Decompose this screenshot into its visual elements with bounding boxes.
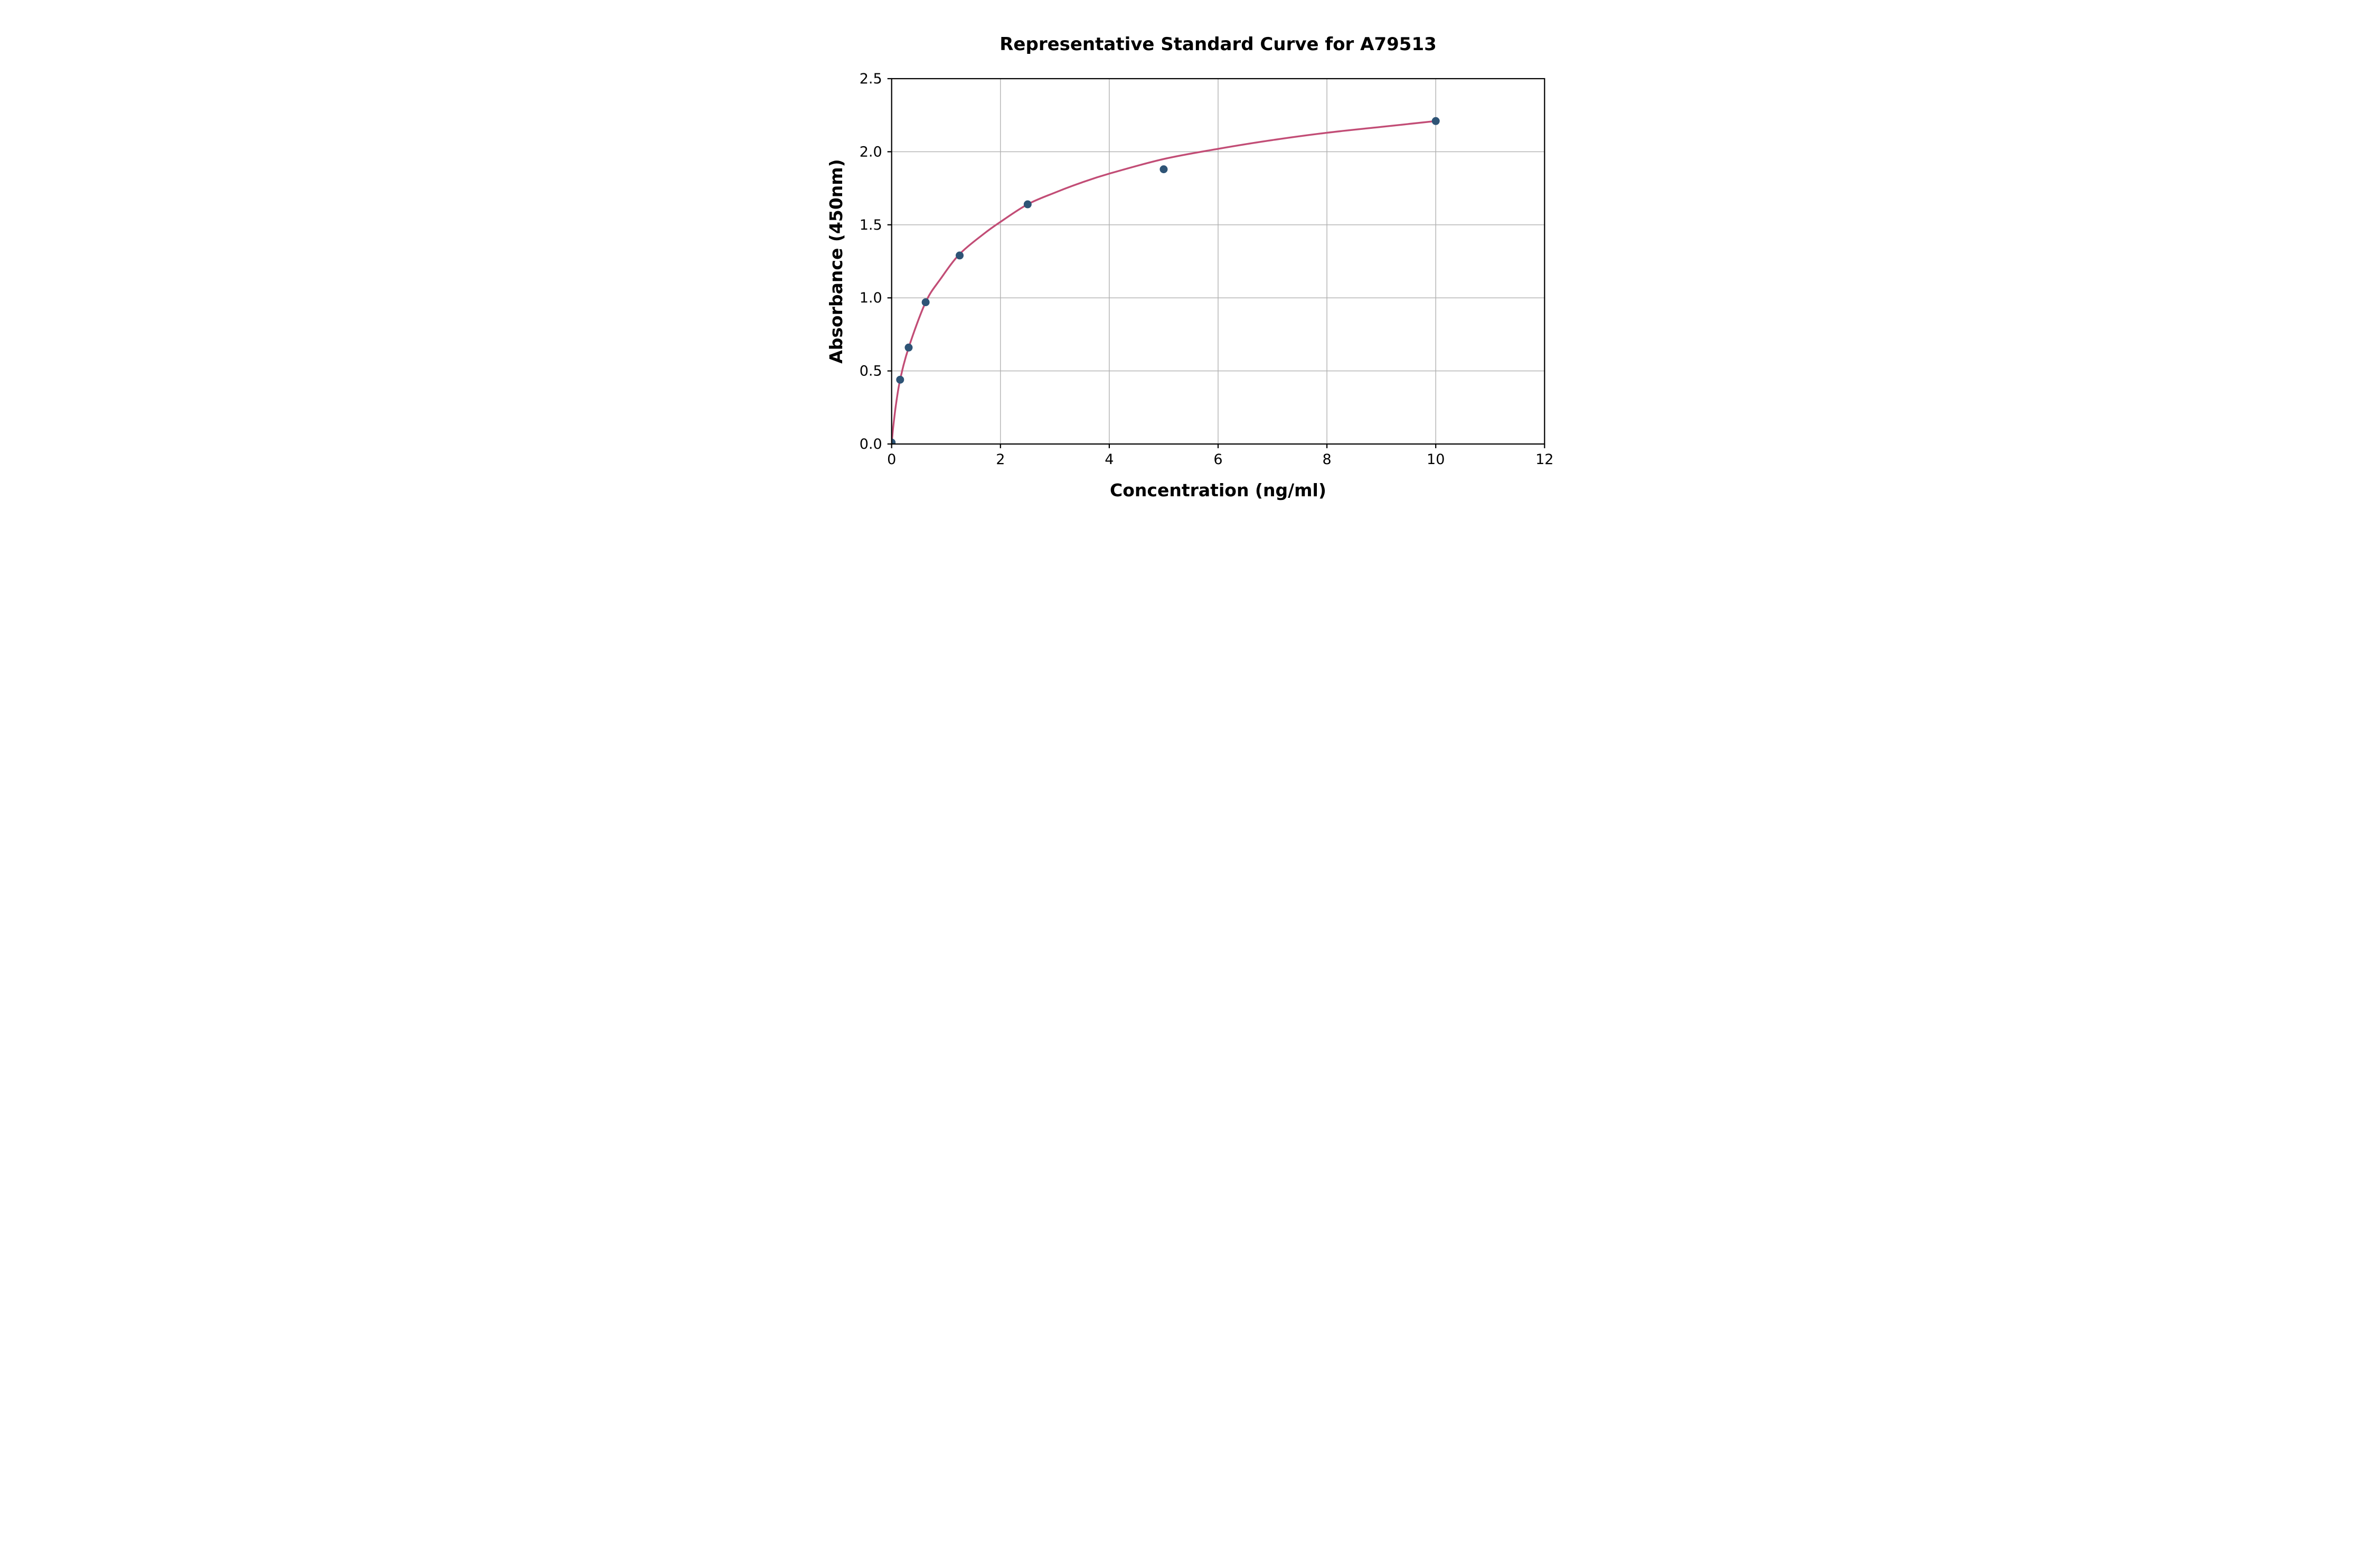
figure: 0 2 4 6 8 10 12 0.0 0.5 1.0 1.5 2.0 2.5 Representati… <box>792 0 1584 523</box>
x-tick-label: 2 <box>996 451 1005 468</box>
chart-background <box>792 0 1584 523</box>
fit-curve <box>891 120 1437 444</box>
data-point <box>896 375 904 384</box>
chart-title: Representative Standard Curve for A79513 <box>1000 34 1437 55</box>
gridlines <box>891 78 1545 444</box>
data-point <box>1023 200 1032 209</box>
x-tick-label: 8 <box>1323 451 1332 468</box>
x-axis-label: Concentration (ng/ml) <box>1110 480 1326 500</box>
y-tick-label: 0.5 <box>860 363 882 380</box>
data-point <box>1159 165 1168 174</box>
x-tick-label: 10 <box>1427 451 1445 468</box>
x-tick-label: 0 <box>887 451 896 468</box>
y-tick-label: 2.5 <box>860 71 882 87</box>
x-tick-label: 12 <box>1535 451 1553 468</box>
y-tick-label: 2.0 <box>860 144 882 160</box>
axis-ticks <box>887 78 1545 448</box>
y-tick-label: 0.0 <box>860 436 882 452</box>
standard-curve-chart: 0 2 4 6 8 10 12 0.0 0.5 1.0 1.5 2.0 2.5 Representati… <box>792 0 1584 523</box>
data-point <box>1431 117 1440 125</box>
data-point <box>921 298 930 307</box>
y-tick-label: 1.0 <box>860 290 882 306</box>
x-tick-label: 6 <box>1213 451 1222 468</box>
tick-labels: 0 2 4 6 8 10 12 0.0 0.5 1.0 1.5 2.0 2.5 <box>860 71 1554 468</box>
data-point <box>956 251 964 260</box>
y-tick-label: 1.5 <box>860 217 882 233</box>
data-point <box>891 438 896 444</box>
x-tick-label: 4 <box>1105 451 1114 468</box>
data-point <box>904 343 913 352</box>
y-axis-label: Absorbance (450nm) <box>826 159 846 364</box>
